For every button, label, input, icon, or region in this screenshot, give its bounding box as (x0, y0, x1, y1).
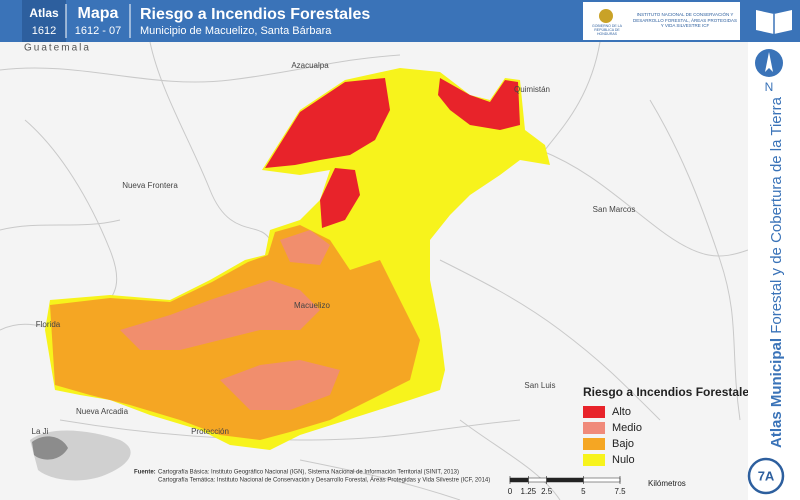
north-arrow (765, 52, 773, 72)
alto-area (320, 168, 360, 228)
country-label: Guatemala (24, 43, 91, 54)
medio-area (220, 360, 340, 410)
legend-swatch (583, 438, 605, 450)
logo-left: GOBIERNO DE LA REPÚBLICA DE HONDURAS (592, 24, 622, 36)
map-label: Mapa (78, 5, 119, 22)
source-line: Cartografía Temática: Instituto Nacional… (158, 477, 490, 484)
legend: Riesgo a Incendios Forestales Alto Medio B… (583, 385, 756, 466)
place-label: Azacualpa (291, 61, 329, 70)
inset-map (30, 430, 131, 481)
page-number: 7A (758, 468, 775, 483)
legend-label: Alto (612, 406, 631, 418)
place-label: San Marcos (593, 205, 636, 214)
alto-area (438, 78, 520, 130)
atlas-box (22, 0, 66, 42)
legend-label: Medio (612, 422, 642, 434)
scale-segment (509, 477, 529, 483)
scale-tick-label: 5 (581, 487, 586, 496)
logo-right: INSTITUTO NACIONAL DE CONSERVACIÓN Y DES… (633, 12, 737, 28)
place-label: Quimistán (514, 85, 550, 94)
scale-tick-label: 0 (508, 487, 513, 496)
place-label: Nueva Frontera (122, 181, 178, 190)
series-title: Atlas Municipal Forestal y de Cobertura … (768, 96, 785, 448)
legend-swatch (583, 454, 605, 466)
atlas-number: 1612 (32, 25, 56, 37)
scale-segment (546, 477, 584, 483)
map-number: 1612 - 07 (75, 25, 121, 37)
legend-label: Nulo (612, 454, 635, 466)
scale-bar: Kilómetros 0 1.25 2.5 5 7.5 (508, 476, 686, 496)
title: Riesgo a Incendios Forestales (140, 6, 370, 23)
atlas-label: Atlas (29, 6, 59, 20)
logo-right-text: INSTITUTO NACIONAL DE CONSERVACIÓN Y DES… (633, 12, 737, 28)
source-label: Fuente: (134, 470, 156, 476)
place-label: La Ji (32, 427, 49, 436)
sidebar (748, 42, 800, 500)
scale-unit: Kilómetros (648, 479, 686, 488)
medio-area (280, 230, 330, 265)
alto-area (265, 78, 390, 168)
series-bold: Atlas Municipal (768, 338, 785, 448)
legend-label: Bajo (612, 438, 634, 450)
place-label: Protección (191, 427, 229, 436)
north-label: N (765, 80, 774, 94)
place-label: Florida (36, 320, 61, 329)
page-badge (747, 457, 785, 495)
place-label: San Luis (524, 381, 555, 390)
scale-tick-label: 7.5 (614, 487, 626, 496)
scale-tick-label: 2.5 (541, 487, 553, 496)
place-label: Macuelizo (294, 301, 331, 310)
scale-segment (528, 477, 547, 483)
medio-area (120, 280, 320, 350)
scale-tick-label: 1.25 (521, 487, 537, 496)
legend-title: Riesgo a Incendios Forestales (583, 385, 756, 399)
source-line: Cartografía Básica: Instituto Geográfico… (158, 470, 459, 476)
municipality (45, 68, 550, 450)
scale-segment (583, 477, 621, 483)
legend-swatch (583, 422, 605, 434)
logo-emblem (599, 9, 613, 23)
book-icon (756, 10, 792, 34)
subtitle: Municipio de Macuelizo, Santa Bárbara (140, 25, 332, 37)
place-label: Nueva Arcadia (76, 407, 129, 416)
legend-swatch (583, 406, 605, 418)
roads (0, 41, 749, 500)
logo-left-text: GOBIERNO DE LA REPÚBLICA DE HONDURAS (592, 24, 622, 36)
place-labels: Azacualpa Quimistán Nueva Frontera San Marc… (32, 61, 636, 436)
series-rest: Forestal y de Cobertura de la Tierra (768, 96, 785, 338)
